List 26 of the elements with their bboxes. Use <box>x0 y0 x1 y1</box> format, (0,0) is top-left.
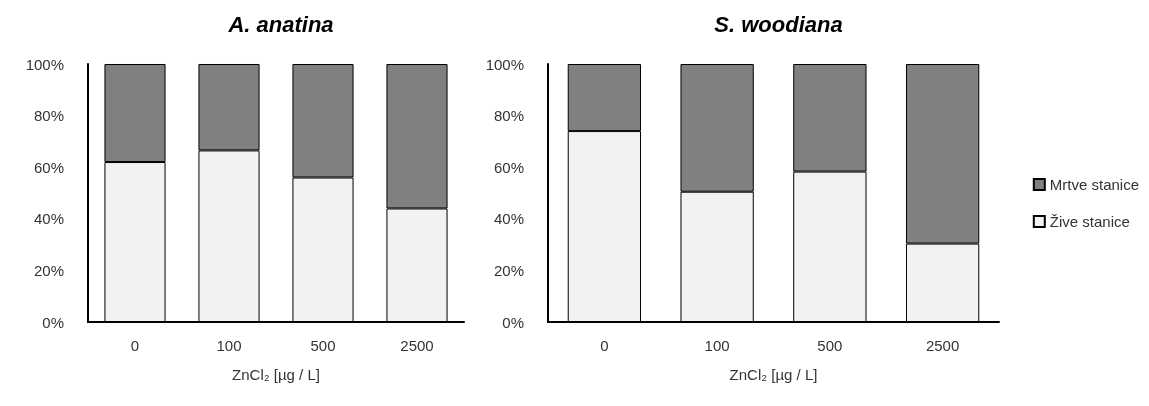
y-tick-label: 0% <box>502 313 524 331</box>
legend-label: Žive stanice <box>1049 213 1130 230</box>
y-tick-label: 80% <box>33 107 64 125</box>
y-tick-label: 40% <box>33 210 64 228</box>
y-tick-label: 20% <box>493 261 524 279</box>
x-tick-label: 0 <box>130 337 140 354</box>
x-tick-label: 0 <box>600 337 609 354</box>
x-axis-title: ZnCl₂ [µg / L] <box>232 366 320 383</box>
x-tick-label: 2500 <box>925 337 960 354</box>
x-tick-label: 100 <box>216 337 242 354</box>
y-tick-label: 80% <box>493 107 524 125</box>
legend-label: Mrtve stanice <box>1049 176 1140 193</box>
x-tick-label: 500 <box>817 337 843 354</box>
chart-title: S. woodiana <box>714 11 843 37</box>
y-tick-label: 100% <box>485 55 524 73</box>
x-axis-title: ZnCl₂ [µg / L] <box>729 366 818 383</box>
y-tick-label: 0% <box>42 313 64 331</box>
y-tick-label: 100% <box>25 55 64 73</box>
y-tick-label: 40% <box>493 210 524 228</box>
chart-title: A. anatina <box>227 11 334 37</box>
y-tick-label: 60% <box>33 158 64 176</box>
y-tick-label: 20% <box>33 261 64 279</box>
y-tick-label: 60% <box>493 158 524 176</box>
x-tick-label: 2500 <box>400 337 434 354</box>
x-tick-label: 500 <box>310 337 336 354</box>
x-tick-label: 100 <box>704 337 730 354</box>
